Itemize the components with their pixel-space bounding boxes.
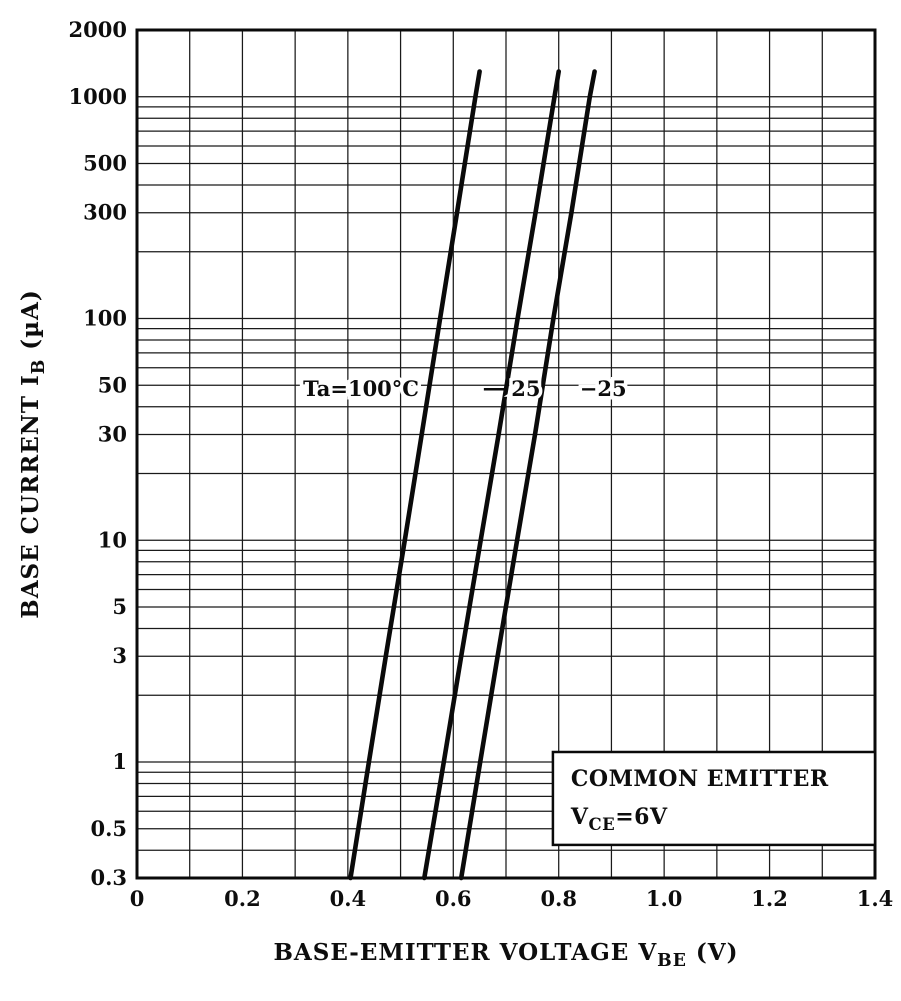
y-tick-label: 10 xyxy=(98,527,127,552)
y-tick-label: 2000 xyxy=(69,17,127,42)
temperature-curve-1 xyxy=(422,69,561,881)
conditions-line-configuration: COMMON EMITTER xyxy=(571,766,829,792)
y-tick-label: 5 xyxy=(112,594,127,619)
y-tick-label: 1000 xyxy=(69,84,127,109)
temperature-curve-0 xyxy=(348,69,482,881)
y-axis-title: BASE CURRENT IB (µA) xyxy=(17,289,49,619)
conditions-box xyxy=(551,750,877,847)
y-tick-label: 500 xyxy=(83,151,127,176)
x-tick-label: 0.4 xyxy=(330,886,367,911)
y-tick-label: 300 xyxy=(83,200,127,225)
curve-annotation-1: 25 xyxy=(511,376,540,401)
y-tick-label: 30 xyxy=(98,421,127,446)
curve-annotation-0: Ta=100°C xyxy=(303,376,419,401)
x-tick-label: 0 xyxy=(130,886,145,911)
x-tick-label: 1.4 xyxy=(857,886,894,911)
y-tick-label: 0.3 xyxy=(90,865,127,890)
x-tick-label: 1.2 xyxy=(751,886,788,911)
temperature-curve-2 xyxy=(458,69,597,881)
y-tick-label: 100 xyxy=(83,306,127,331)
grid xyxy=(137,30,875,878)
x-axis-title: BASE-EMITTER VOLTAGE VBE (V) xyxy=(273,939,738,971)
y-tick-label: 3 xyxy=(112,643,127,668)
curve-annotation-2: −25 xyxy=(580,376,627,401)
y-tick-label: 0.5 xyxy=(90,816,127,841)
x-tick-label: 0.6 xyxy=(435,886,472,911)
y-tick-label: 50 xyxy=(98,372,127,397)
x-tick-label: 0.8 xyxy=(540,886,577,911)
conditions-line-vce: VCE=6V xyxy=(570,804,668,834)
x-tick-label: 0.2 xyxy=(224,886,261,911)
plot-border xyxy=(135,28,877,880)
y-tick-label: 1 xyxy=(112,749,127,774)
x-tick-label: 1.0 xyxy=(646,886,683,911)
